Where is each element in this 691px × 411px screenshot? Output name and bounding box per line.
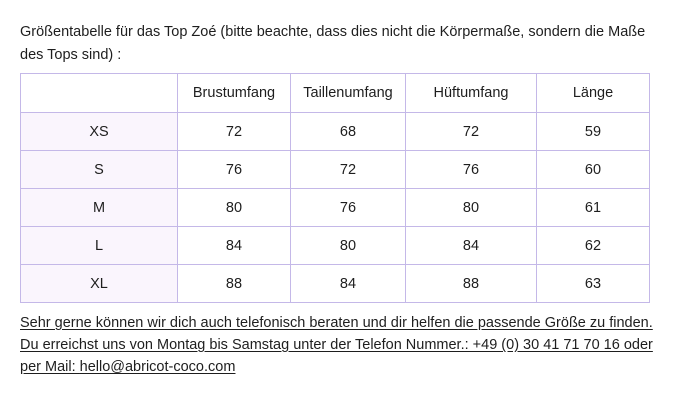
size-label-cell: L xyxy=(20,226,178,265)
value-cell: 72 xyxy=(405,112,537,151)
value-cell: 76 xyxy=(405,150,537,189)
value-cell: 84 xyxy=(405,226,537,265)
value-cell: 60 xyxy=(536,150,650,189)
mail-prefix: per Mail: xyxy=(20,359,80,375)
value-cell: 80 xyxy=(290,226,406,265)
value-cell: 68 xyxy=(290,112,406,151)
contact-text: Sehr gerne können wir dich auch telefoni… xyxy=(20,312,671,378)
size-label-cell: S xyxy=(20,150,178,189)
value-cell: 76 xyxy=(177,150,291,189)
value-cell: 88 xyxy=(177,264,291,303)
header-cell-size xyxy=(20,73,178,113)
contact-line-1: Sehr gerne können wir dich auch telefoni… xyxy=(20,315,653,331)
value-cell: 80 xyxy=(177,188,291,227)
header-cell-taillenumfang: Taillenumfang xyxy=(290,73,406,113)
table-header-row: Brustumfang Taillenumfang Hüftumfang Län… xyxy=(20,73,650,113)
email-link[interactable]: hello@abricot-coco.com xyxy=(79,359,236,375)
value-cell: 80 xyxy=(405,188,537,227)
value-cell: 61 xyxy=(536,188,650,227)
size-label-cell: M xyxy=(20,188,178,227)
value-cell: 84 xyxy=(177,226,291,265)
value-cell: 62 xyxy=(536,226,650,265)
intro-line-1: Größentabelle für das Top Zoé (bitte bea… xyxy=(20,24,646,40)
value-cell: 88 xyxy=(405,264,537,303)
intro-text: Größentabelle für das Top Zoé (bitte bea… xyxy=(20,21,671,67)
value-cell: 76 xyxy=(290,188,406,227)
size-label-cell: XS xyxy=(20,112,178,151)
value-cell: 59 xyxy=(536,112,650,151)
contact-line-3: per Mail: hello@abricot-coco.com xyxy=(20,356,671,378)
table-row-l: L 84 80 84 62 xyxy=(20,226,650,265)
table-row-xs: XS 72 68 72 59 xyxy=(20,112,650,151)
header-cell-brustumfang: Brustumfang xyxy=(177,73,291,113)
contact-line-2: Du erreichst uns von Montag bis Samstag … xyxy=(20,337,653,353)
table-row-m: M 80 76 80 61 xyxy=(20,188,650,227)
value-cell: 84 xyxy=(290,264,406,303)
table-row-xl: XL 88 84 88 63 xyxy=(20,264,650,303)
value-cell: 63 xyxy=(536,264,650,303)
value-cell: 72 xyxy=(290,150,406,189)
value-cell: 72 xyxy=(177,112,291,151)
header-cell-laenge: Länge xyxy=(536,73,650,113)
size-label-cell: XL xyxy=(20,264,178,303)
intro-line-2: des Tops sind) : xyxy=(20,47,122,63)
header-cell-hueftumfang: Hüftumfang xyxy=(405,73,537,113)
size-table: Brustumfang Taillenumfang Hüftumfang Län… xyxy=(20,73,650,303)
table-row-s: S 76 72 76 60 xyxy=(20,150,650,189)
